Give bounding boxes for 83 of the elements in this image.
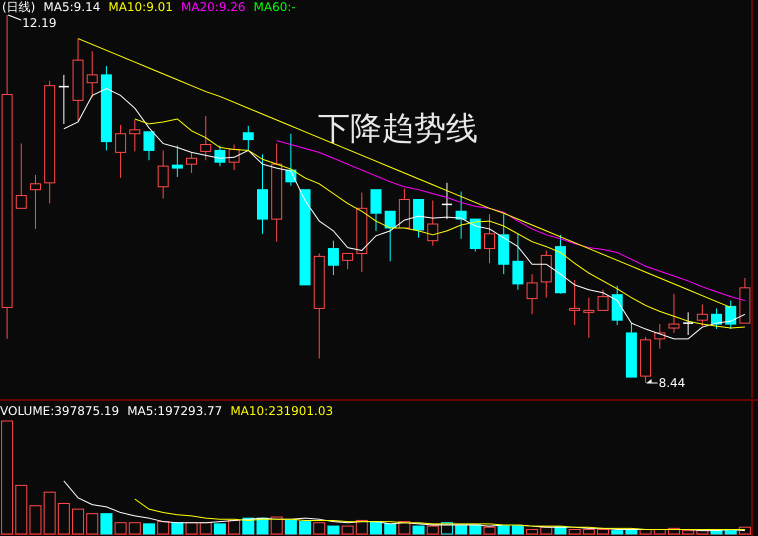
candlestick bbox=[271, 143, 282, 242]
candlestick bbox=[526, 274, 538, 315]
text: MA5:197293.77 bbox=[127, 404, 222, 418]
bar bbox=[582, 528, 595, 534]
text: MA20:9.26 bbox=[180, 0, 246, 14]
candlestick bbox=[256, 154, 268, 234]
bar bbox=[342, 526, 354, 534]
bar bbox=[44, 492, 56, 534]
annotation: 下降趋势线 bbox=[318, 108, 478, 147]
text: MA10:9.01 bbox=[108, 0, 173, 14]
bar bbox=[611, 530, 624, 534]
bar bbox=[597, 528, 610, 534]
candlestick bbox=[242, 125, 254, 151]
bar bbox=[157, 521, 170, 534]
candlestick bbox=[484, 214, 496, 264]
bar bbox=[72, 508, 84, 534]
bar bbox=[270, 516, 283, 534]
bar bbox=[668, 528, 680, 534]
bar bbox=[440, 522, 453, 534]
candlestick bbox=[498, 214, 510, 275]
candlestick bbox=[356, 192, 368, 273]
bar bbox=[526, 528, 538, 534]
chart-title: VOLUME:397875.19 bbox=[0, 404, 120, 418]
bar bbox=[171, 522, 184, 534]
annotation: 8.44 bbox=[658, 376, 686, 390]
candlestick bbox=[683, 312, 694, 336]
bar bbox=[724, 530, 737, 534]
candlestick bbox=[540, 250, 552, 298]
bar bbox=[86, 513, 98, 534]
candlestick bbox=[129, 120, 140, 152]
bar bbox=[1, 420, 14, 534]
text: MA5:9.14 bbox=[43, 0, 100, 14]
annotation: 12.19 bbox=[22, 16, 56, 30]
bar bbox=[568, 528, 581, 534]
candlestick bbox=[569, 279, 580, 326]
candlestick bbox=[228, 144, 240, 171]
bar bbox=[469, 524, 482, 534]
bar bbox=[370, 521, 382, 534]
text: MA10:231901.03 bbox=[230, 404, 334, 418]
candlestick bbox=[442, 182, 452, 220]
bar bbox=[426, 526, 439, 534]
candlestick bbox=[583, 297, 594, 338]
candlestick bbox=[427, 200, 438, 246]
candlestick bbox=[30, 174, 41, 230]
candlestick bbox=[172, 145, 183, 178]
candlestick bbox=[2, 14, 13, 340]
bar bbox=[738, 526, 751, 534]
bar bbox=[228, 520, 240, 534]
candlestick bbox=[86, 50, 98, 98]
candlestick bbox=[158, 150, 169, 200]
bar bbox=[484, 526, 496, 534]
bar bbox=[398, 521, 410, 534]
bar bbox=[498, 526, 510, 534]
bar bbox=[142, 523, 155, 534]
candlestick bbox=[328, 240, 339, 276]
candlestick bbox=[115, 124, 126, 178]
candlestick bbox=[58, 74, 69, 124]
bar bbox=[327, 526, 340, 534]
bar bbox=[682, 530, 694, 534]
candlestick bbox=[100, 66, 112, 151]
bar bbox=[412, 526, 425, 534]
bar bbox=[313, 522, 326, 534]
candlestick bbox=[44, 80, 56, 204]
bar bbox=[299, 521, 312, 534]
bar bbox=[356, 520, 368, 534]
text: MA60:- bbox=[254, 0, 296, 14]
bar bbox=[284, 520, 297, 534]
bar bbox=[100, 513, 112, 534]
bar bbox=[114, 522, 127, 534]
bar bbox=[29, 505, 42, 534]
chart-title: (日线) bbox=[2, 0, 36, 14]
candlestick bbox=[654, 324, 666, 350]
bar bbox=[214, 523, 226, 534]
bar bbox=[15, 484, 28, 534]
candlestick bbox=[512, 233, 524, 290]
bar bbox=[554, 526, 566, 534]
candlestick bbox=[668, 293, 680, 334]
bar bbox=[58, 502, 70, 534]
bar bbox=[455, 526, 468, 534]
bar bbox=[512, 526, 524, 534]
candlestick bbox=[72, 38, 84, 122]
bar bbox=[384, 523, 396, 534]
bar bbox=[128, 522, 141, 534]
